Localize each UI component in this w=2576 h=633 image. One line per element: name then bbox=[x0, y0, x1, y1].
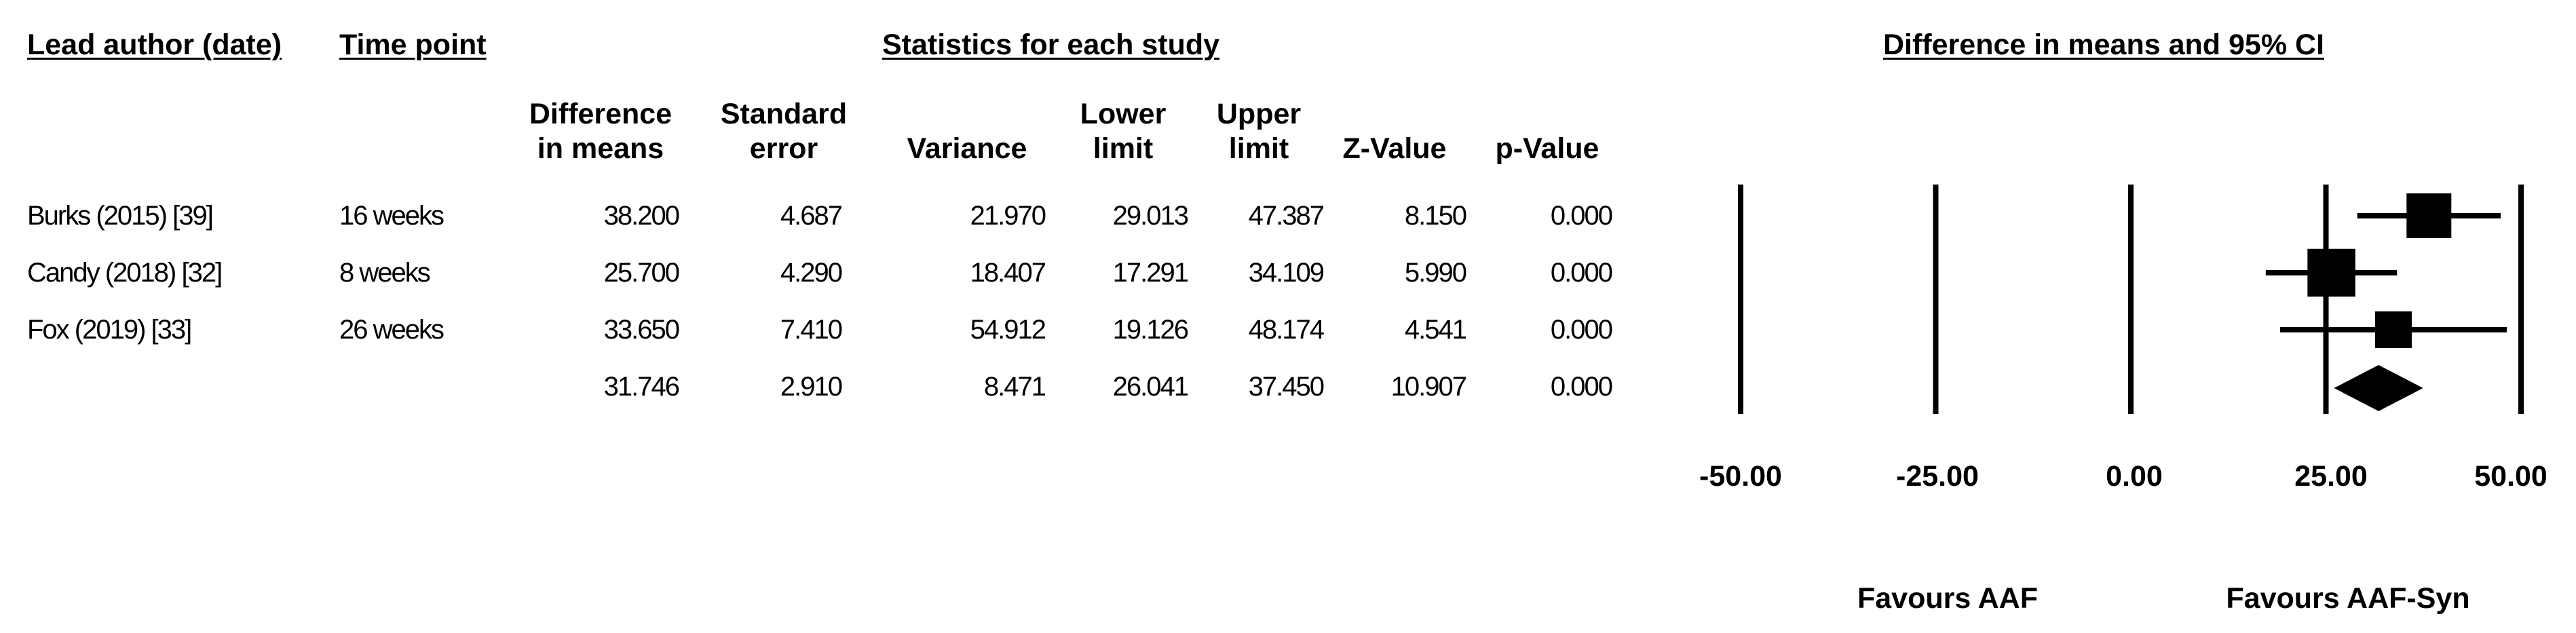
row-time: 8 weeks bbox=[339, 258, 431, 288]
cell-p: 0.000 bbox=[1550, 201, 1613, 231]
summary-diamond bbox=[2334, 365, 2423, 411]
cell-z: 8.150 bbox=[1404, 201, 1467, 231]
row-author: Fox (2019) [33] bbox=[27, 315, 192, 345]
row-author: Candy (2018) [32] bbox=[27, 258, 223, 288]
cell-upper: 47.387 bbox=[1248, 201, 1325, 231]
axis-tick-label: -50.00 bbox=[1699, 460, 1782, 493]
cell-variance: 54.912 bbox=[970, 315, 1046, 345]
row-time: 26 weeks bbox=[339, 315, 444, 345]
cell-se: 4.290 bbox=[780, 258, 843, 288]
header-statistics: Statistics for each study bbox=[882, 28, 1220, 61]
cell-p: 0.000 bbox=[1550, 258, 1613, 288]
summary-z: 10.907 bbox=[1390, 372, 1467, 402]
study-marker bbox=[2307, 248, 2355, 297]
summary-variance: 8.471 bbox=[983, 372, 1046, 402]
col-header-se: Standard error bbox=[720, 98, 848, 165]
summary-p: 0.000 bbox=[1550, 372, 1613, 402]
col-header-diff: Difference in means bbox=[529, 98, 673, 165]
cell-upper: 48.174 bbox=[1248, 315, 1325, 345]
summary-upper: 37.450 bbox=[1248, 372, 1325, 402]
summary-lower: 26.041 bbox=[1112, 372, 1189, 402]
cell-p: 0.000 bbox=[1550, 315, 1613, 345]
header-time-point: Time point bbox=[339, 28, 487, 61]
cell-z: 4.541 bbox=[1404, 315, 1467, 345]
row-author: Burks (2015) [39] bbox=[27, 201, 214, 231]
col-header-variance: Variance bbox=[907, 132, 1027, 165]
cell-diff: 33.650 bbox=[603, 315, 680, 345]
col-header-z: Z-Value bbox=[1342, 132, 1447, 165]
cell-upper: 34.109 bbox=[1248, 258, 1325, 288]
summary-se: 2.910 bbox=[780, 372, 843, 402]
cell-variance: 21.970 bbox=[970, 201, 1046, 231]
header-forest: Difference in means and 95% CI bbox=[1883, 28, 2324, 61]
row-time: 16 weeks bbox=[339, 201, 444, 231]
cell-lower: 19.126 bbox=[1112, 315, 1189, 345]
cell-lower: 17.291 bbox=[1112, 258, 1189, 288]
col-header-p: p-Value bbox=[1495, 132, 1599, 165]
cell-lower: 29.013 bbox=[1112, 201, 1189, 231]
cell-diff: 25.700 bbox=[603, 258, 680, 288]
summary-diff: 31.746 bbox=[603, 372, 680, 402]
cell-se: 7.410 bbox=[780, 315, 843, 345]
col-header-upper: Upper limit bbox=[1216, 98, 1302, 165]
axis-tick-label: -25.00 bbox=[1896, 460, 1979, 493]
cell-se: 4.687 bbox=[780, 201, 843, 231]
study-marker bbox=[2374, 311, 2412, 348]
favours-left-label: Favours AAF bbox=[1857, 582, 2038, 615]
axis-tick-label: 50.00 bbox=[2474, 460, 2547, 493]
header-author: Lead author (date) bbox=[27, 28, 282, 61]
cell-z: 5.990 bbox=[1404, 258, 1467, 288]
col-header-lower: Lower limit bbox=[1080, 98, 1167, 165]
cell-variance: 18.407 bbox=[970, 258, 1046, 288]
study-marker bbox=[2406, 193, 2452, 238]
cell-diff: 38.200 bbox=[603, 201, 680, 231]
axis-tick-label: 25.00 bbox=[2294, 460, 2368, 493]
favours-right-label: Favours AAF-Syn bbox=[2226, 582, 2470, 615]
axis-tick-label: 0.00 bbox=[2106, 460, 2163, 493]
